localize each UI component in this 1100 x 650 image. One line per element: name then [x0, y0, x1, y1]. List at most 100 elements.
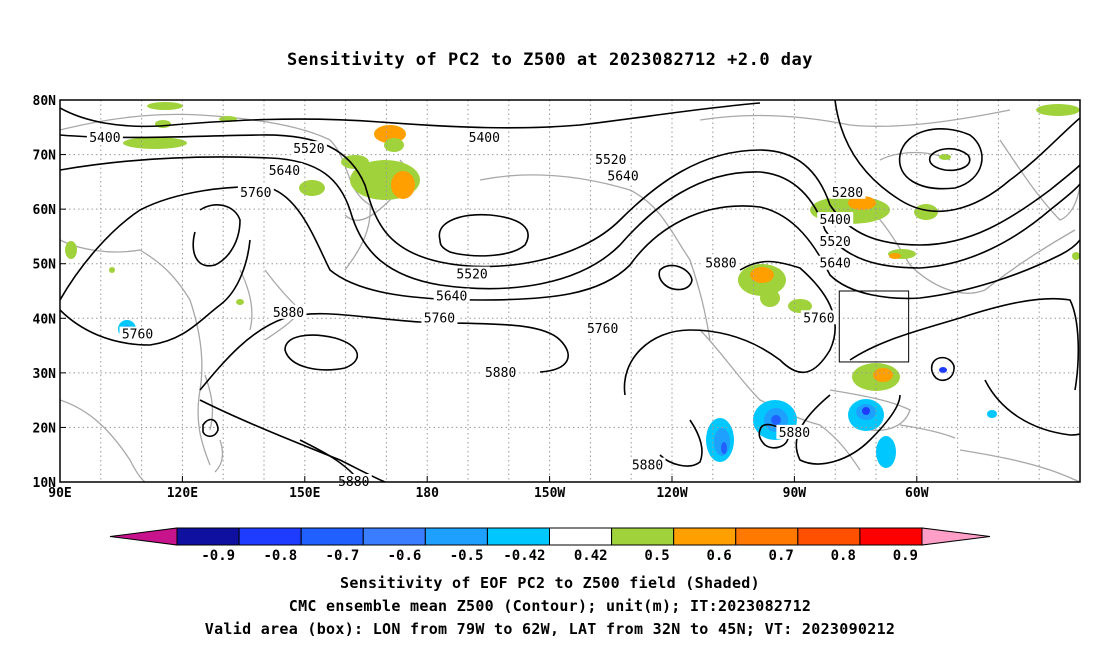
- shade-positive: [939, 154, 951, 160]
- shade-negative: [771, 415, 781, 425]
- contour-5880-west: [199, 312, 569, 391]
- coast-cuba: [899, 424, 956, 439]
- contour-5880-east: [623, 260, 836, 396]
- colorbar-swatch: [176, 527, 240, 546]
- contour-label: 5520: [820, 235, 851, 250]
- contour-label-bg: [776, 424, 813, 439]
- shade-negative: [721, 442, 727, 454]
- contour-label-bg: [817, 255, 854, 270]
- contour-label: 5520: [293, 142, 324, 157]
- longitude-axis: 90E 120E 150E 180 150W 120W 90W 60W: [48, 476, 929, 501]
- contour-label: 5640: [820, 257, 851, 272]
- colorbar-label: 0.42: [574, 548, 608, 564]
- caption-contour: CMC ensemble mean Z500 (Contour); unit(m…: [288, 597, 812, 615]
- colorbar-swatch: [424, 527, 488, 546]
- contour-label: 5520: [595, 153, 626, 168]
- contour-label: 5400: [89, 131, 120, 146]
- contour-label: 5400: [820, 213, 851, 228]
- contour-label-bg: [433, 288, 470, 303]
- shade-positive: [299, 180, 325, 196]
- contour-label: 5400: [469, 131, 500, 146]
- colorbar: -0.9 -0.8 -0.7 -0.6 -0.5 -0.42 0.42 0.5 0.6 0.7 0.…: [109, 527, 991, 564]
- lon-tick-label: 150E: [289, 486, 320, 501]
- contour-5640: [60, 156, 1080, 290]
- contour-5520-west: [60, 134, 1080, 268]
- contour-label: 5760: [424, 311, 455, 326]
- contour-label: 5640: [607, 169, 638, 184]
- lon-tick-label: 60W: [905, 486, 929, 501]
- contour-5880-philippines: [202, 418, 219, 438]
- colorbar-label: 0.9: [893, 548, 918, 564]
- shade-positive: [873, 368, 893, 382]
- contour-label: 5640: [436, 289, 467, 304]
- contour-label-bg: [817, 212, 854, 227]
- shade-positive: [236, 299, 244, 305]
- contour-label-bg: [270, 304, 307, 319]
- contour-label-bg: [592, 152, 629, 167]
- shade-positive: [750, 267, 774, 283]
- contour-5760-west: [60, 239, 251, 346]
- lat-tick-label: 40N: [33, 312, 57, 327]
- contour-5880-loop: [284, 334, 359, 371]
- shade-negative: [987, 410, 997, 418]
- colorbar-label: -0.5: [450, 548, 484, 564]
- map-title: Sensitivity of PC2 to Z500 at 2023082712…: [286, 50, 813, 70]
- coast-south-america: [959, 449, 1080, 482]
- latitude-axis: 80N 70N 60N 50N 40N 30N 20N 10N: [33, 94, 66, 491]
- sensitivity-shading: [65, 102, 1080, 468]
- contour-label: 5760: [122, 328, 153, 343]
- contour-label-bg: [86, 130, 123, 145]
- contour-5760-loop: [192, 204, 241, 267]
- contour-5280-inner: [928, 148, 971, 172]
- contour-label-bg: [266, 162, 303, 177]
- contour-label-bg: [119, 326, 156, 341]
- lat-tick-label: 50N: [33, 258, 57, 273]
- contour-label-bg: [466, 130, 503, 145]
- shade-positive: [123, 137, 187, 149]
- z500-contours: [60, 100, 1080, 482]
- contour-label-bg: [482, 364, 519, 379]
- contour-label-bg: [629, 457, 666, 472]
- shade-positive: [65, 241, 77, 259]
- contour-label: 5280: [832, 186, 863, 201]
- colorbar-swatch: [611, 527, 675, 546]
- colorbar-high-triangle: [921, 527, 991, 546]
- shade-positive: [109, 267, 115, 273]
- colorbar-swatch: [362, 527, 426, 546]
- contour-label: 5880: [273, 306, 304, 321]
- contour-5760-north-pacific: [658, 264, 693, 291]
- contour-5880-east2: [849, 297, 1080, 391]
- contour-5280: [898, 128, 983, 190]
- shade-negative: [876, 436, 896, 468]
- contour-5400-east: [834, 100, 1080, 213]
- lat-tick-label: 60N: [33, 203, 57, 218]
- contour-5400-west: [60, 102, 761, 129]
- contour-label-bg: [237, 184, 274, 199]
- caption-shaded: Sensitivity of EOF PC2 to Z500 field (Sh…: [340, 574, 760, 592]
- lat-tick-label: 20N: [33, 421, 57, 436]
- shade-negative: [939, 367, 947, 373]
- contour-5520-inner: [438, 213, 529, 257]
- coast-gulf: [829, 389, 911, 431]
- shade-positive: [760, 289, 780, 307]
- colorbar-swatch: [673, 527, 737, 546]
- coast-alaska: [479, 174, 711, 341]
- contour-label-bg: [817, 233, 854, 248]
- shade-positive: [914, 204, 938, 220]
- colorbar-swatch: [797, 527, 861, 546]
- contour-5880-asia: [199, 399, 386, 482]
- colorbar-swatch: [486, 527, 550, 546]
- colorbar-label: 0.6: [706, 548, 731, 564]
- contour-5880-atlantic: [984, 379, 1080, 436]
- valid-area-box: [838, 290, 910, 363]
- contour-label: 5880: [779, 426, 810, 441]
- colorbar-swatch: [300, 527, 364, 546]
- contour-label-bg: [454, 266, 491, 281]
- lon-tick-label: 90W: [783, 486, 807, 501]
- shade-positive: [374, 125, 406, 143]
- contour-5760: [60, 186, 1080, 301]
- contour-5880-small: [758, 423, 789, 449]
- lon-tick-label: 120E: [167, 486, 198, 501]
- contour-label: 5760: [240, 186, 271, 201]
